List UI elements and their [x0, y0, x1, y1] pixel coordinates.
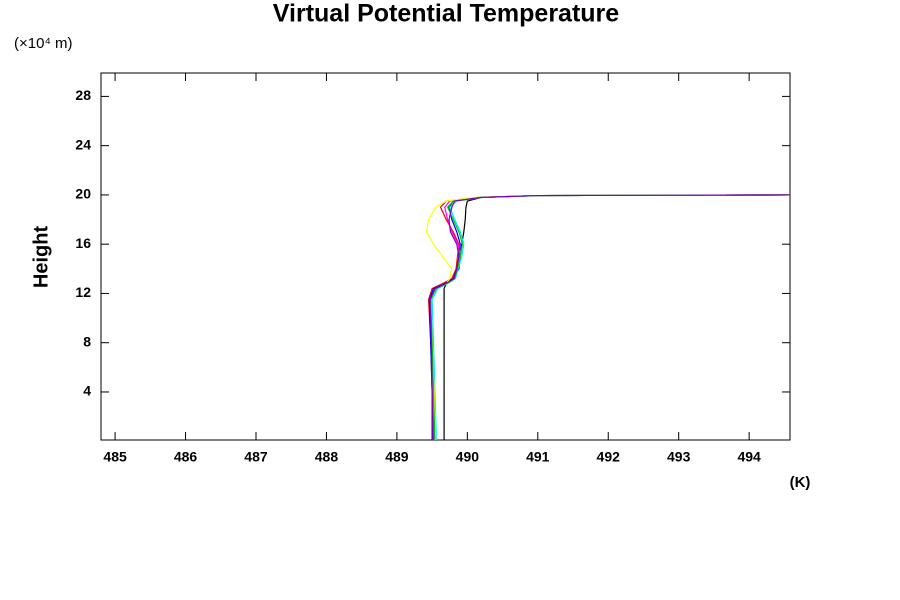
x-tick-label: 490 [456, 449, 480, 465]
profile-line [430, 194, 791, 441]
x-tick-label: 492 [597, 449, 621, 465]
profile-line [425, 194, 791, 441]
chart-title: Virtual Potential Temperature [273, 0, 619, 28]
x-tick-label: 485 [103, 449, 127, 465]
x-tick-label: 488 [315, 449, 339, 465]
y-tick-label: 20 [75, 186, 91, 202]
y-tick-label: 12 [75, 284, 91, 300]
profile-line [431, 194, 791, 441]
y-tick-label: 4 [83, 383, 91, 399]
profile-line [427, 194, 791, 441]
plot-frame [100, 72, 791, 441]
y-tick-label: 8 [83, 333, 91, 349]
y-tick-label: 16 [75, 235, 91, 251]
profile-line [429, 194, 791, 441]
x-tick-label: 487 [244, 449, 268, 465]
y-tick-label: 28 [75, 87, 91, 103]
profile-line [429, 194, 791, 441]
x-tick-label: 494 [737, 449, 761, 465]
x-unit: (K) [790, 474, 811, 491]
profile-line [428, 194, 791, 440]
x-tick-label: 493 [667, 449, 691, 465]
x-tick-label: 486 [174, 449, 198, 465]
x-tick-label: 491 [526, 449, 550, 465]
y-tick-label: 24 [75, 136, 91, 152]
y-unit: (×10⁴ m) [14, 35, 73, 52]
x-tick-label: 489 [385, 449, 409, 465]
profile-line [443, 194, 791, 440]
y-axis-label: Height [30, 226, 52, 289]
